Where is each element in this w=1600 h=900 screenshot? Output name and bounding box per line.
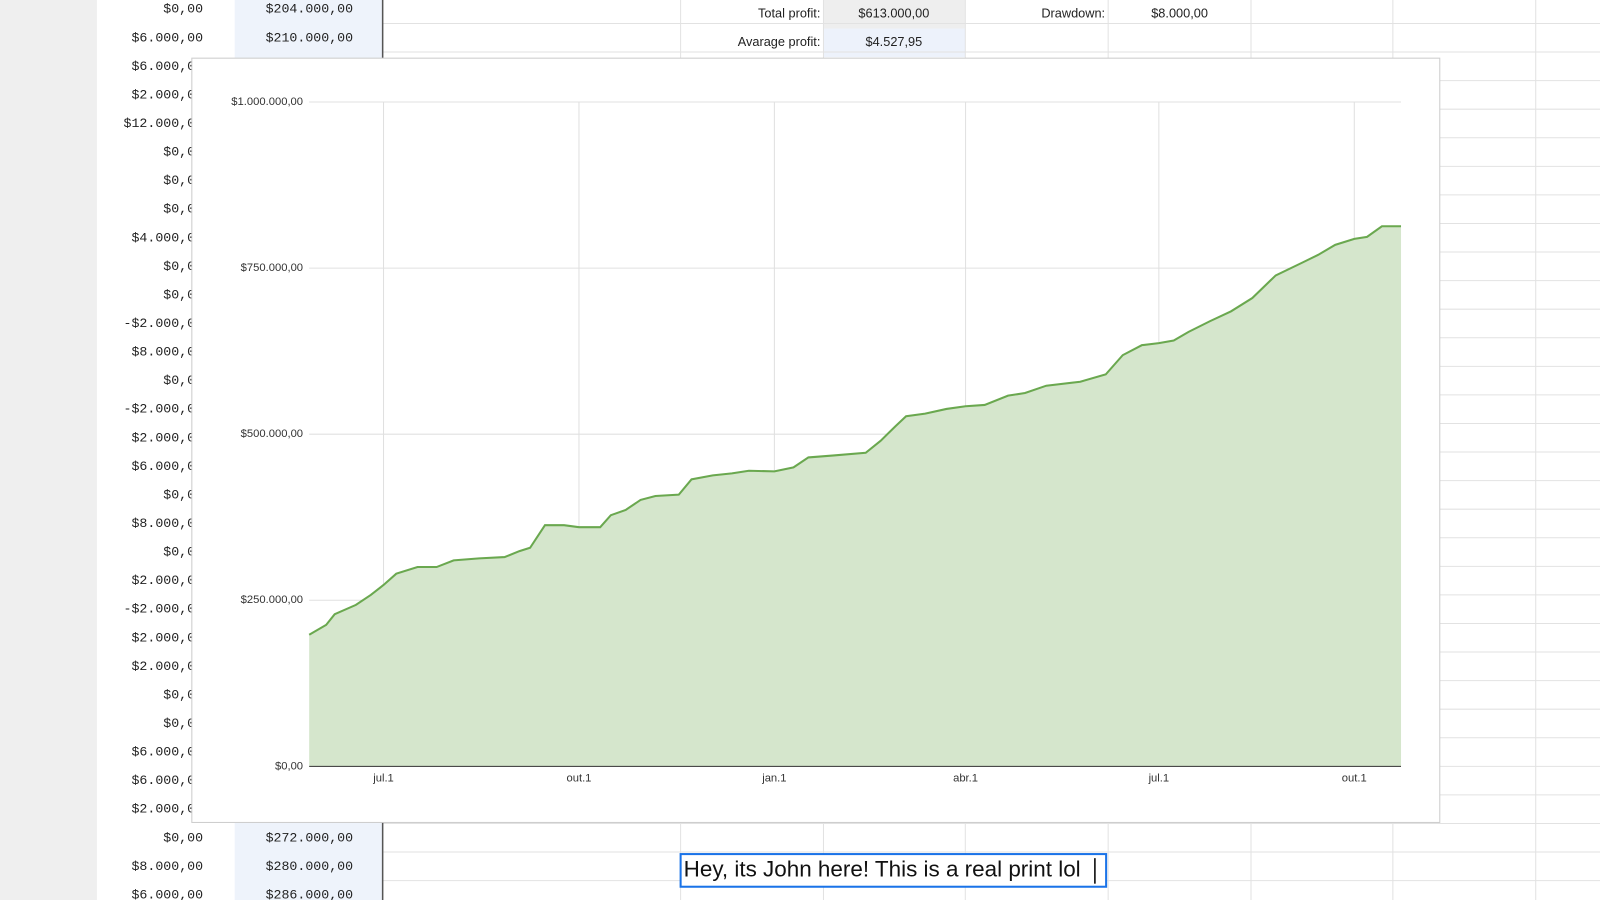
cell-a[interactable]: $6.000,00 bbox=[131, 887, 203, 900]
y-tick-label: $250.000,00 bbox=[241, 594, 303, 606]
cell-a[interactable]: $8.000,00 bbox=[131, 516, 203, 531]
cell-b[interactable]: $280.000,00 bbox=[266, 859, 354, 874]
cell-a[interactable]: $6.000,00 bbox=[131, 30, 203, 45]
cell-a[interactable]: $2.000,00 bbox=[131, 430, 203, 445]
cell-b[interactable]: $210.000,00 bbox=[266, 30, 354, 45]
cell-a[interactable]: $2.000,00 bbox=[131, 802, 203, 817]
text-box-content[interactable]: Hey, its John here! This is a real print… bbox=[684, 856, 1081, 881]
side-margin bbox=[0, 0, 97, 900]
value[interactable]: $613.000,00 bbox=[858, 6, 929, 21]
cell-a[interactable]: $2.000,00 bbox=[131, 659, 203, 674]
cell-b[interactable]: $204.000,00 bbox=[266, 2, 354, 17]
cell-a[interactable]: -$2.000,00 bbox=[124, 602, 204, 617]
text-box[interactable] bbox=[679, 853, 1108, 888]
cell-a[interactable]: $6.000,00 bbox=[131, 773, 203, 788]
y-tick-label: $500.000,00 bbox=[241, 428, 303, 440]
value[interactable]: $4.527,95 bbox=[866, 34, 923, 49]
label: Drawdown: bbox=[1041, 6, 1105, 21]
cell-a[interactable]: $0,00 bbox=[163, 830, 203, 845]
cell-a[interactable]: -$2.000,00 bbox=[124, 316, 204, 331]
cell-a[interactable]: $2.000,00 bbox=[131, 573, 203, 588]
series-line bbox=[308, 225, 1402, 636]
area-fill bbox=[309, 226, 1402, 767]
cell-a[interactable]: $8.000,00 bbox=[131, 345, 203, 360]
cell-a[interactable]: $12.000,00 bbox=[124, 116, 204, 131]
cell-a[interactable]: $6.000,00 bbox=[131, 59, 203, 74]
cell-b[interactable]: $272.000,00 bbox=[266, 830, 354, 845]
chart[interactable]: $0,00 $250.000,00 $500.000,00 $750.000,00 $1… bbox=[191, 57, 1441, 823]
cell-a[interactable]: $0,00 bbox=[163, 2, 203, 17]
y-tick-label: $1.000.000,00 bbox=[231, 96, 303, 108]
cell-a[interactable]: $2.000,00 bbox=[131, 630, 203, 645]
x-tick-label: abr.1 bbox=[953, 773, 978, 785]
cell-a[interactable]: -$2.000,00 bbox=[124, 402, 204, 417]
cell-a[interactable]: $6.000,00 bbox=[131, 745, 203, 760]
cell-a[interactable]: $4.000,00 bbox=[131, 230, 203, 245]
y-tick-label: $750.000,00 bbox=[241, 262, 303, 274]
x-tick-label: out.1 bbox=[1342, 773, 1367, 785]
x-tick-label: jan.1 bbox=[761, 773, 786, 785]
x-tick-label: out.1 bbox=[566, 773, 591, 785]
value[interactable]: $8.000,00 bbox=[1151, 6, 1208, 21]
cell-a[interactable]: $8.000,00 bbox=[131, 859, 203, 874]
x-tick-label: jul.1 bbox=[372, 773, 394, 785]
label: Total profit: bbox=[758, 6, 820, 21]
x-tick-label: jul.1 bbox=[1148, 773, 1170, 785]
cell-a[interactable]: $6.000,00 bbox=[131, 459, 203, 474]
cell-b[interactable]: $286.000,00 bbox=[266, 887, 354, 900]
label: Avarage profit: bbox=[738, 34, 821, 49]
cell-a[interactable]: $2.000,00 bbox=[131, 87, 203, 102]
y-tick-label: $0,00 bbox=[275, 760, 303, 772]
